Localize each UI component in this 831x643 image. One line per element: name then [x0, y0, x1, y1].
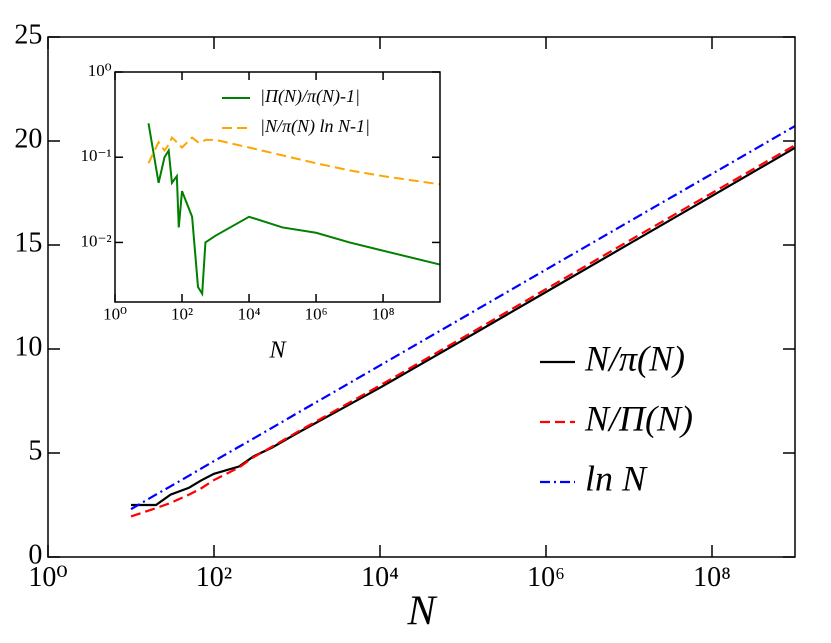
- series-line: [130, 144, 796, 518]
- y-tick-label: 10: [14, 331, 42, 362]
- series-line: [147, 123, 441, 297]
- plot-frame: [114, 71, 441, 303]
- x-tick-label: 10⁸: [372, 305, 395, 324]
- legend-label: |N/π(N) ln N-1|: [260, 116, 370, 137]
- series-line: [131, 146, 796, 507]
- x-tick-label: 10⁰: [103, 305, 127, 324]
- legend-label: N/π(N): [584, 338, 685, 378]
- x-tick-label: 10⁸: [693, 562, 731, 593]
- x-tick-label: 10²: [196, 562, 232, 593]
- y-tick-label: 10⁻¹: [81, 146, 112, 165]
- x-axis-label: N: [406, 589, 437, 635]
- legend-label: |Π(N)/π(N)-1|: [260, 86, 360, 107]
- legend-label: N/Π(N): [584, 398, 693, 438]
- y-tick-label: 5: [28, 435, 42, 466]
- x-tick-label: 10²: [171, 305, 193, 324]
- y-tick-label: 10⁰: [88, 61, 112, 80]
- y-tick-label: 25: [14, 19, 42, 50]
- x-tick-label: 10⁰: [28, 562, 67, 593]
- legend-label: ln N: [585, 458, 648, 498]
- series-line: [130, 125, 796, 511]
- y-tick-label: 15: [14, 227, 42, 258]
- y-tick-label: 0: [28, 539, 42, 570]
- x-axis-label: N: [268, 338, 287, 364]
- inset-background: [115, 72, 440, 302]
- y-tick-label: 20: [14, 123, 42, 154]
- plot-frame: [47, 36, 796, 558]
- x-tick-label: 10⁶: [305, 305, 328, 324]
- series-line: [147, 135, 441, 186]
- x-tick-label: 10⁶: [527, 562, 565, 593]
- x-tick-label: 10⁴: [238, 305, 261, 324]
- x-tick-label: 10⁴: [361, 562, 399, 593]
- y-tick-label: 10⁻²: [81, 231, 112, 250]
